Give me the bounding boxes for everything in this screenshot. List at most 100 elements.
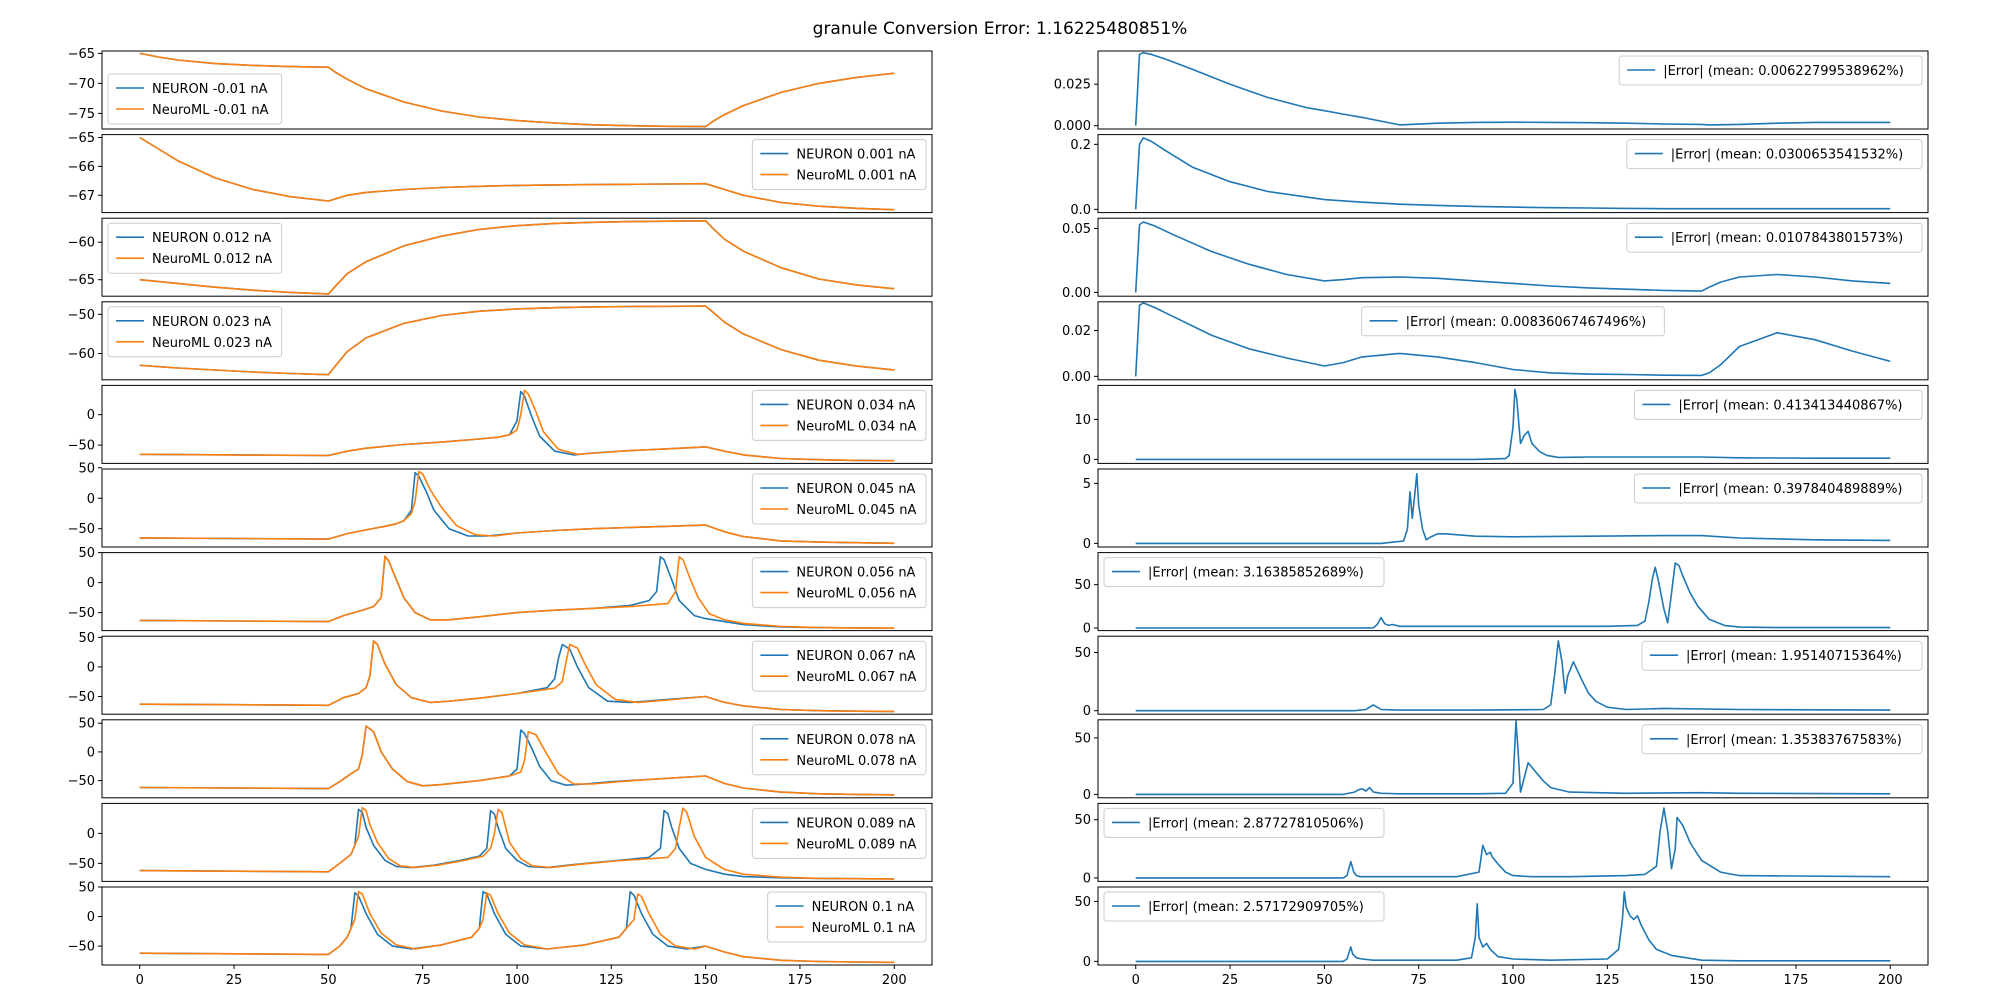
right-panel-frame: [1097, 719, 1929, 799]
y-tick-label: 50: [1074, 731, 1091, 746]
legend-label: NeuroML 0.045 nA: [796, 503, 916, 518]
legend-label: |Error| (mean: 2.57172909705%): [1148, 900, 1364, 915]
legend-frame: [751, 807, 927, 859]
y-tick-label: 50: [1074, 578, 1091, 593]
legend: NEURON 0.001 nA NeuroML 0.001 nA: [751, 139, 927, 191]
error-trace: [1135, 720, 1891, 796]
neuroml-trace: [139, 52, 895, 128]
legend-label: NEURON 0.023 nA: [152, 315, 271, 330]
legend-label: NEURON 0.034 nA: [796, 398, 915, 413]
legend-label: |Error| (mean: 0.413413440867%): [1678, 398, 1902, 413]
right-panel-9: 0 50 |Error| (mean: 2.87727810506%): [1074, 802, 1929, 886]
legend-frame: [1361, 306, 1665, 337]
left-panel-1: −65 −66 −67 NEURON 0.001 nA NeuroML 0.001 nA: [68, 131, 933, 214]
y-tick-label: −65: [68, 131, 95, 146]
right-panel-frame: [1097, 217, 1929, 297]
legend-frame: [751, 640, 927, 692]
y-tick-label: −50: [68, 522, 95, 537]
x-tick-label: 50: [1316, 973, 1333, 988]
neuroml-trace: [139, 890, 895, 964]
y-tick-label: −67: [68, 189, 95, 204]
legend-label: NeuroML 0.067 nA: [796, 670, 916, 685]
left-panel-0: −65 −70 −75 NEURON -0.01 nA NeuroML -0.01 nA: [68, 47, 933, 130]
x-tick-label: 0: [136, 973, 144, 988]
legend-frame: [1641, 724, 1923, 755]
right-panel-frame: [1097, 635, 1929, 715]
y-tick-label: 50: [78, 546, 95, 561]
x-tick-label: 200: [1878, 973, 1903, 988]
legend: |Error| (mean: 0.0300653541532%): [1626, 139, 1923, 170]
legend: |Error| (mean: 0.397840489889%): [1633, 473, 1923, 504]
error-trace: [1135, 562, 1891, 629]
legend: NEURON 0.089 nA NeuroML 0.089 nA: [751, 807, 927, 859]
legend-frame: [751, 724, 927, 776]
error-trace: [1135, 388, 1891, 461]
legend-label: |Error| (mean: 0.0300653541532%): [1671, 148, 1903, 163]
legend: NEURON 0.023 nA NeuroML 0.023 nA: [107, 306, 283, 358]
neuron-trace: [139, 808, 895, 880]
subplot-grid: −65 −70 −75 NEURON -0.01 nA NeuroML -0.01 nA…: [68, 47, 1929, 988]
y-tick-label: −50: [68, 774, 95, 789]
left-panel-frame: [101, 552, 933, 632]
y-tick-label: 0: [1083, 788, 1091, 803]
legend-label: |Error| (mean: 0.00622799538962%): [1663, 64, 1904, 79]
left-panel-frame: [101, 468, 933, 548]
legend-label: NeuroML -0.01 nA: [152, 103, 269, 118]
right-panel-frame: [1097, 50, 1929, 130]
y-tick-label: 0.000: [1054, 119, 1091, 134]
y-tick-label: 0.00: [1062, 370, 1091, 385]
figure-title: granule Conversion Error: 1.16225480851%: [813, 19, 1188, 39]
y-tick-label: −70: [68, 77, 95, 92]
y-tick-label: −60: [68, 236, 95, 251]
y-tick-label: 0: [1083, 622, 1091, 637]
right-panel-frame: [1097, 552, 1929, 632]
y-tick-label: −50: [68, 606, 95, 621]
left-panel-frame: [101, 384, 933, 464]
legend: |Error| (mean: 0.0107843801573%): [1626, 222, 1923, 253]
legend: |Error| (mean: 1.95140715364%): [1641, 640, 1923, 671]
error-trace: [1134, 137, 1891, 210]
legend-frame: [1633, 473, 1923, 504]
y-tick-label: 50: [78, 461, 95, 476]
legend: NEURON 0.1 nA NeuroML 0.1 nA: [767, 891, 927, 943]
legend-label: NeuroML 0.023 nA: [152, 336, 272, 351]
legend-label: NEURON 0.089 nA: [796, 816, 915, 831]
right-panel-0: 0.000 0.025 |Error| (mean: 0.0062279953896…: [1054, 50, 1929, 134]
legend-label: NEURON 0.012 nA: [152, 231, 271, 246]
legend-label: NEURON 0.067 nA: [796, 649, 915, 664]
x-tick-label: 75: [414, 973, 431, 988]
y-tick-label: 50: [78, 717, 95, 732]
right-panel-frame: [1097, 384, 1929, 464]
y-tick-label: −65: [68, 47, 95, 62]
neuroml-trace: [139, 806, 895, 880]
legend: |Error| (mean: 0.00836067467496%): [1361, 306, 1665, 337]
y-tick-label: 0.025: [1054, 78, 1091, 93]
legend-label: |Error| (mean: 0.00836067467496%): [1406, 315, 1647, 330]
legend-label: NeuroML 0.078 nA: [796, 754, 916, 769]
legend-frame: [1626, 139, 1923, 170]
legend: |Error| (mean: 2.57172909705%): [1103, 891, 1385, 922]
legend-frame: [767, 891, 927, 943]
left-panel-frame: [101, 50, 933, 130]
left-panel-4: 0 −50 NEURON 0.034 nA NeuroML 0.034 nA: [68, 384, 933, 464]
right-panel-frame: [1097, 468, 1929, 548]
left-panel-5: 50 0 −50 NEURON 0.045 nA NeuroML 0.045 nA: [68, 461, 933, 548]
legend-frame: [107, 222, 283, 274]
x-tick-label: 200: [882, 973, 907, 988]
error-trace: [1134, 302, 1891, 377]
y-tick-label: 0: [87, 910, 95, 925]
x-tick-label: 175: [788, 973, 813, 988]
y-tick-label: −60: [68, 347, 95, 362]
y-tick-label: −50: [68, 690, 95, 705]
legend-frame: [751, 389, 927, 441]
right-panel-5: 0 5 |Error| (mean: 0.397840489889%): [1083, 468, 1929, 552]
x-tick-label: 25: [226, 973, 243, 988]
legend-label: |Error| (mean: 3.16385852689%): [1148, 566, 1364, 581]
legend: NEURON 0.045 nA NeuroML 0.045 nA: [751, 473, 927, 525]
y-tick-label: 0: [87, 827, 95, 842]
y-tick-label: −50: [68, 857, 95, 872]
neuroml-trace: [139, 640, 895, 713]
y-tick-label: 0: [1083, 955, 1091, 970]
left-panel-3: −50 −60 NEURON 0.023 nA NeuroML 0.023 nA: [68, 301, 933, 381]
legend: |Error| (mean: 0.00622799538962%): [1618, 55, 1923, 86]
